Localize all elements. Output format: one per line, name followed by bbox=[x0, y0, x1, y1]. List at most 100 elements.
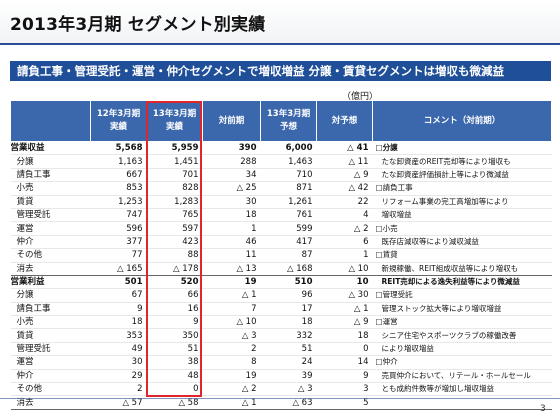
table-header-row: 12年3月期 実績 13年3月期 実績 対前期 13年3月期 予想 対予想 コメ… bbox=[10, 100, 552, 142]
row-comment: □小売 bbox=[372, 221, 552, 236]
summary-banner: 請負工事・管理受託・運営・仲介セグメントで増収増益 分譲・賃貸セグメントは増収も… bbox=[10, 61, 551, 81]
slide-title: 2013年3月期 セグメント別実績 bbox=[10, 15, 266, 35]
page-number: 3 bbox=[540, 404, 546, 414]
row-label: 運営 bbox=[10, 221, 91, 236]
cell-vs-plan: 6 bbox=[316, 235, 373, 250]
row-label: 営業収益 bbox=[10, 141, 91, 156]
cell-yoy: △ 25 bbox=[202, 181, 261, 196]
cell-yoy: 390 bbox=[202, 141, 261, 156]
cell-fy12: 2 bbox=[90, 382, 147, 397]
cell-fy12: 29 bbox=[90, 369, 147, 384]
header-vs-plan: 対予想 bbox=[316, 100, 373, 142]
cell-yoy: 34 bbox=[202, 168, 261, 183]
row-comment: □分譲 bbox=[372, 141, 552, 156]
cell-fy14: 510 bbox=[260, 274, 317, 290]
row-label: 仲介 bbox=[10, 235, 91, 250]
row-label: 運営 bbox=[10, 355, 91, 370]
row-comment: とも成約件数等が増加し増収増益 bbox=[372, 382, 552, 397]
cell-fy14: 332 bbox=[260, 328, 317, 343]
row-label: その他 bbox=[10, 382, 91, 397]
cell-fy12: 9 bbox=[90, 302, 147, 317]
table-row: 仲介 29 48 19 39 9 売買仲介において、リテール・ホールセール bbox=[10, 369, 552, 384]
row-comment: たな卸資産のREIT売却等により増収も bbox=[372, 154, 552, 169]
cell-yoy: 8 bbox=[202, 355, 261, 370]
cell-vs-plan: 14 bbox=[316, 355, 373, 370]
cell-vs-plan: 5 bbox=[316, 395, 373, 410]
table-row: 管理受託 49 51 2 51 0 により増収増益 bbox=[10, 342, 552, 357]
row-label: 分譲 bbox=[10, 288, 91, 303]
cell-fy14: 1,463 bbox=[260, 154, 317, 169]
cell-vs-plan: △ 10 bbox=[316, 262, 373, 276]
row-label: 管理受託 bbox=[10, 342, 91, 357]
cell-vs-plan: 18 bbox=[316, 328, 373, 343]
cell-fy12: 747 bbox=[90, 208, 147, 223]
cell-yoy: 2 bbox=[202, 342, 261, 357]
table-row: 営業利益 501 520 19 510 10 REIT売却による逸失利益等により微減益 bbox=[10, 274, 552, 290]
cell-fy12: 353 bbox=[90, 328, 147, 343]
header-fy13-text: 13年3月期 実績 bbox=[152, 109, 197, 132]
unit-label: （億円） bbox=[342, 92, 379, 102]
cell-yoy: △ 1 bbox=[202, 395, 261, 410]
header-comment: コメント（対前期） bbox=[372, 100, 552, 142]
header-yoy: 対前期 bbox=[202, 100, 261, 142]
cell-fy12: 1,253 bbox=[90, 195, 147, 209]
table-row: 請負工事 667 701 34 710 △ 9 たな卸資産評価損計上等により微減益 bbox=[10, 168, 552, 183]
header-fy12: 12年3月期 実績 bbox=[90, 100, 147, 142]
table-row: 分譲 1,163 1,451 288 1,463 △ 11 たな卸資産のREIT売却等により… bbox=[10, 154, 552, 169]
footer-divider bbox=[0, 398, 560, 399]
cell-fy14: 417 bbox=[260, 235, 317, 250]
cell-fy14: △ 168 bbox=[260, 262, 317, 276]
row-comment: により増収増益 bbox=[372, 342, 552, 357]
cell-fy14: 1,261 bbox=[260, 195, 317, 209]
row-comment: □賃貸 bbox=[372, 248, 552, 263]
cell-fy12: 501 bbox=[90, 274, 147, 290]
cell-vs-plan: △ 11 bbox=[316, 154, 373, 169]
header-fy13: 13年3月期 実績 bbox=[146, 100, 203, 142]
cell-vs-plan: 0 bbox=[316, 342, 373, 357]
cell-fy14: 710 bbox=[260, 168, 317, 183]
row-comment: REIT売却による逸失利益等により微減益 bbox=[372, 274, 552, 290]
table-row: その他 2 0 △ 2 △ 3 3 とも成約件数等が増加し増収増益 bbox=[10, 382, 552, 397]
cell-fy13: 51 bbox=[146, 342, 203, 357]
table-row: 仲介 377 423 46 417 6 既存店減収等により減収減益 bbox=[10, 235, 552, 250]
cell-fy13: 9 bbox=[146, 315, 203, 330]
cell-fy14: 87 bbox=[260, 248, 317, 263]
row-label: 消去 bbox=[10, 395, 91, 410]
cell-fy12: 5,568 bbox=[90, 141, 147, 156]
cell-fy13: 597 bbox=[146, 221, 203, 236]
cell-vs-plan: △ 1 bbox=[316, 302, 373, 317]
cell-yoy: 19 bbox=[202, 369, 261, 384]
row-label: 小売 bbox=[10, 315, 91, 330]
cell-vs-plan: 10 bbox=[316, 274, 373, 290]
table-row: 賃貸 1,253 1,283 30 1,261 22 リフォーム事業の完工高増加等により bbox=[10, 195, 552, 209]
cell-vs-plan: 9 bbox=[316, 369, 373, 384]
cell-yoy: 7 bbox=[202, 302, 261, 317]
cell-fy13: 5,959 bbox=[146, 141, 203, 156]
row-label: 営業利益 bbox=[10, 274, 91, 290]
cell-yoy: △ 2 bbox=[202, 382, 261, 397]
header-fy12-text: 12年3月期 実績 bbox=[96, 109, 141, 132]
row-label: 請負工事 bbox=[10, 168, 91, 183]
row-label: 請負工事 bbox=[10, 302, 91, 317]
cell-fy13: 520 bbox=[146, 274, 203, 290]
cell-fy12: △ 165 bbox=[90, 262, 147, 276]
cell-fy12: 18 bbox=[90, 315, 147, 330]
table-row: 消去 △ 165 △ 178 △ 13 △ 168 △ 10 新規稼働、REIT組成収益等に… bbox=[10, 262, 552, 276]
cell-fy14: 24 bbox=[260, 355, 317, 370]
row-label: 賃貸 bbox=[10, 195, 91, 209]
row-label: 賃貸 bbox=[10, 328, 91, 343]
cell-yoy: 46 bbox=[202, 235, 261, 250]
cell-fy13: △ 58 bbox=[146, 395, 203, 410]
cell-fy13: 765 bbox=[146, 208, 203, 223]
row-label: 仲介 bbox=[10, 369, 91, 384]
row-label: 小売 bbox=[10, 181, 91, 196]
cell-fy12: 67 bbox=[90, 288, 147, 303]
row-comment: リフォーム事業の完工高増加等により bbox=[372, 195, 552, 209]
row-comment: □運営 bbox=[372, 315, 552, 330]
cell-fy12: 1,163 bbox=[90, 154, 147, 169]
row-comment: 既存店減収等により減収減益 bbox=[372, 235, 552, 250]
row-comment: 増収増益 bbox=[372, 208, 552, 223]
cell-fy13: 701 bbox=[146, 168, 203, 183]
row-comment: □管理受託 bbox=[372, 288, 552, 303]
row-label: その他 bbox=[10, 248, 91, 263]
